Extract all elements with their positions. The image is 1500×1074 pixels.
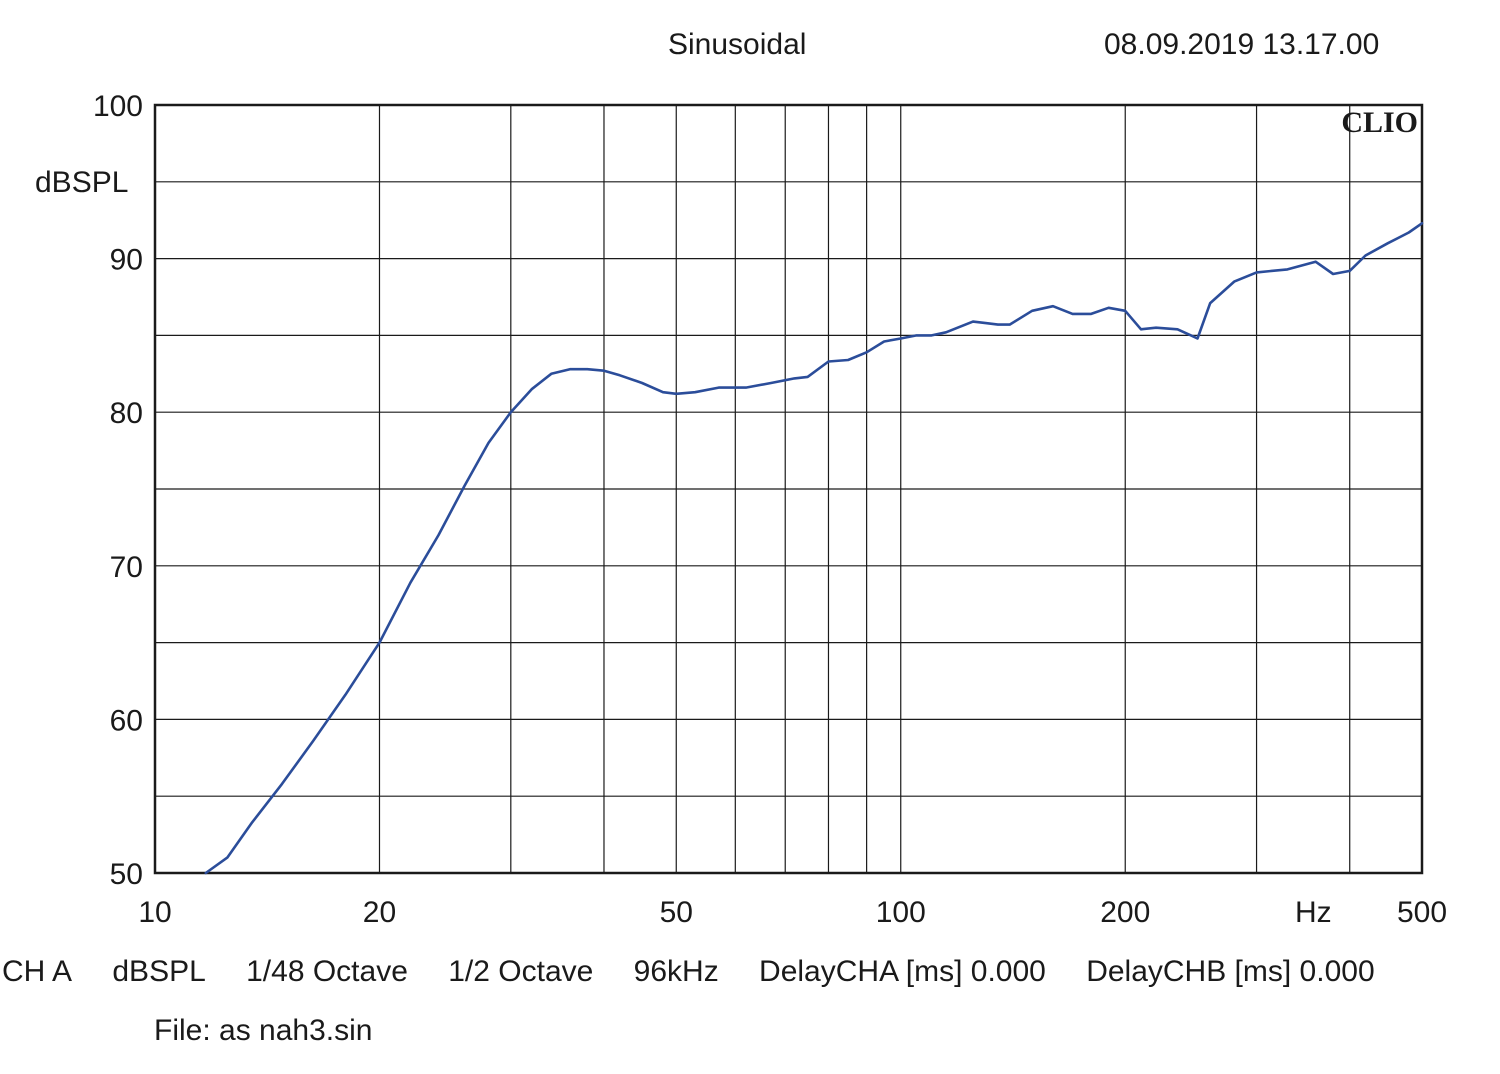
y-axis-label: dBSPL xyxy=(35,166,128,199)
frequency-response-line xyxy=(204,222,1424,875)
x-tick-label: 200 xyxy=(1100,896,1150,929)
chart-title: Sinusoidal xyxy=(668,28,807,61)
file-name: File: as nah3.sin xyxy=(154,1014,373,1047)
x-axis-unit: Hz xyxy=(1295,896,1332,929)
delay-chb-label: DelayCHB [ms] 0.000 xyxy=(1086,955,1375,988)
x-tick-label: 50 xyxy=(660,896,693,929)
clio-watermark: CLIO xyxy=(1341,106,1418,139)
y-tick-label: 90 xyxy=(110,244,143,277)
y-tick-label: 70 xyxy=(110,551,143,584)
grid xyxy=(155,105,1422,873)
measurement-info: CH A dBSPL 1/48 Octave 1/2 Octave 96kHz … xyxy=(2,955,1407,989)
y-tick-label: 100 xyxy=(93,90,143,123)
x-tick-labels: 10 20 50 100 200 500 xyxy=(138,896,1447,929)
x-tick-label: 10 xyxy=(138,896,171,929)
y-tick-label: 50 xyxy=(110,858,143,891)
x-tick-label: 20 xyxy=(363,896,396,929)
y-tick-label: 80 xyxy=(110,397,143,430)
x-tick-label: 500 xyxy=(1397,896,1447,929)
channel-label: CH A xyxy=(2,955,73,988)
y-tick-label: 60 xyxy=(110,704,143,737)
resolution-label: 1/48 Octave xyxy=(246,955,408,988)
sample-rate-label: 96kHz xyxy=(633,955,719,988)
timestamp: 08.09.2019 13.17.00 xyxy=(1104,28,1380,61)
unit-label: dBSPL xyxy=(112,955,206,988)
delay-cha-label: DelayCHA [ms] 0.000 xyxy=(759,955,1046,988)
x-tick-label: 100 xyxy=(876,896,926,929)
smoothing-label: 1/2 Octave xyxy=(448,955,594,988)
plot-frame xyxy=(153,103,1424,875)
y-tick-labels: 50 60 70 80 90 100 xyxy=(93,90,143,891)
